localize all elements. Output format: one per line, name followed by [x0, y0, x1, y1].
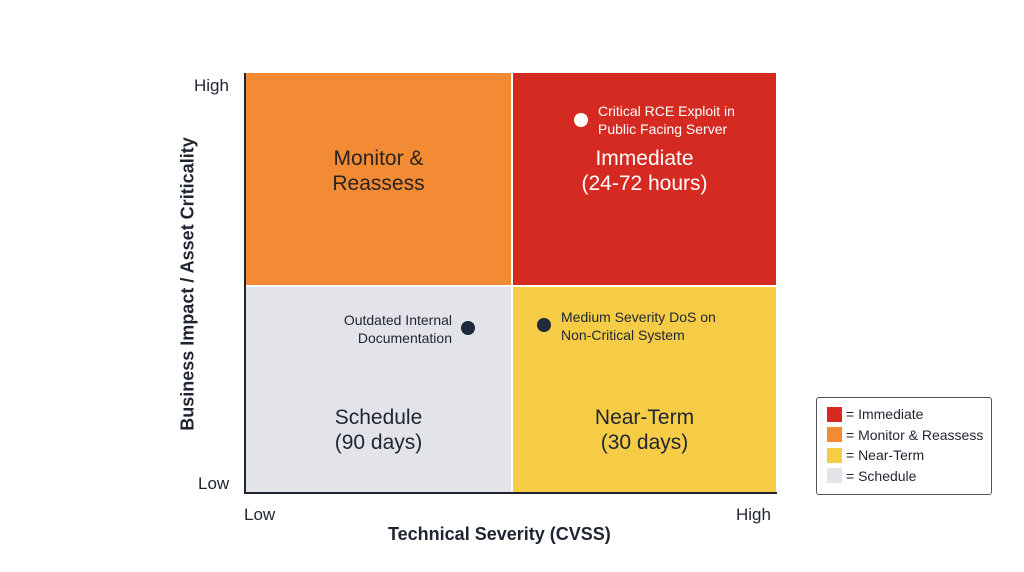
- legend-label: = Near-Term: [846, 447, 925, 464]
- legend-swatch: [827, 447, 842, 463]
- quadrant-label: Monitor & Reassess: [332, 147, 425, 195]
- point-label: Outdated Internal Documentation: [343, 312, 452, 346]
- legend-swatch: [827, 468, 842, 484]
- legend-label: = Monitor & Reassess: [846, 426, 984, 443]
- x-tick-low: Low: [244, 505, 276, 524]
- point-label: Medium Severity DoS on Non-Critical Syst…: [561, 309, 716, 343]
- legend: = Immediate = Monitor & Reassess = Near-…: [816, 397, 992, 495]
- point-label: Critical RCE Exploit in Public Facing Se…: [598, 103, 735, 137]
- y-axis-title: Business Impact / Asset Criticality: [177, 137, 198, 431]
- legend-label: = Immediate: [846, 406, 924, 423]
- legend-swatch: [827, 427, 842, 443]
- x-axis-line: [244, 492, 777, 494]
- legend-item-monitor: = Monitor & Reassess: [827, 425, 991, 446]
- legend-item-schedule: = Schedule: [827, 466, 991, 487]
- quadrant-monitor-reassess: Monitor & Reassess: [246, 73, 511, 285]
- legend-swatch: [827, 406, 842, 422]
- y-tick-low: Low: [198, 474, 230, 493]
- quadrant-label: Near-Term (30 days): [594, 405, 695, 454]
- legend-item-immediate: = Immediate: [827, 404, 991, 425]
- legend-label: = Schedule: [846, 467, 917, 484]
- data-point-medium-dos[interactable]: [537, 318, 551, 332]
- quadrant-label: Schedule (90 days): [334, 405, 423, 454]
- legend-item-near-term: = Near-Term: [827, 445, 991, 466]
- y-axis-line: [244, 73, 246, 494]
- x-tick-high: High: [736, 505, 771, 524]
- x-axis-title: Technical Severity (CVSS): [388, 524, 611, 544]
- data-point-outdated-docs[interactable]: [461, 321, 475, 335]
- data-point-critical-rce[interactable]: [574, 113, 588, 127]
- y-tick-high: High: [194, 76, 229, 95]
- quadrant-label: Immediate (24-72 hours): [581, 147, 708, 195]
- quadrant-immediate: Immediate (24-72 hours): [513, 73, 776, 285]
- quadrant-near-term: Near-Term (30 days): [513, 287, 776, 492]
